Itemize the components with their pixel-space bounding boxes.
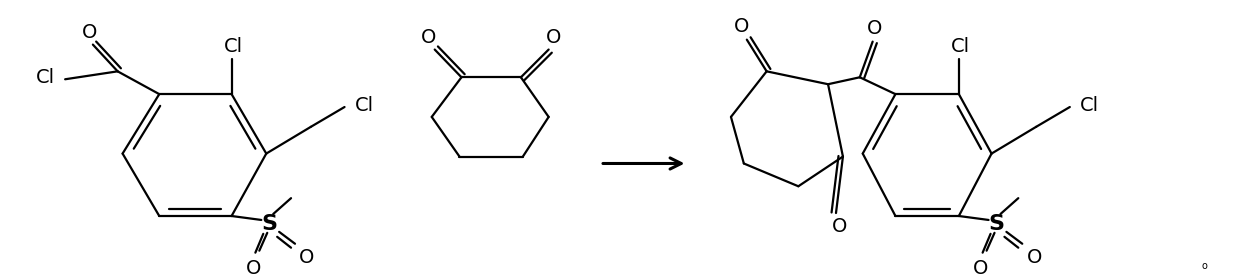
Text: o: o [1202,261,1207,270]
Text: Cl: Cl [1080,95,1099,115]
Text: O: O [421,28,437,47]
Text: S: S [988,214,1004,234]
Text: Cl: Cl [36,68,54,87]
Text: S: S [261,214,277,234]
Text: Cl: Cl [224,37,243,56]
Text: O: O [300,248,314,267]
Text: Cl: Cl [355,95,374,115]
Text: O: O [832,217,848,236]
Text: O: O [1026,248,1042,267]
Text: O: O [546,28,561,47]
Text: Cl: Cl [951,37,971,56]
Text: O: O [82,23,98,42]
Text: O: O [245,259,261,278]
Text: O: O [973,259,988,278]
Text: O: O [867,19,883,38]
Text: O: O [734,17,749,36]
